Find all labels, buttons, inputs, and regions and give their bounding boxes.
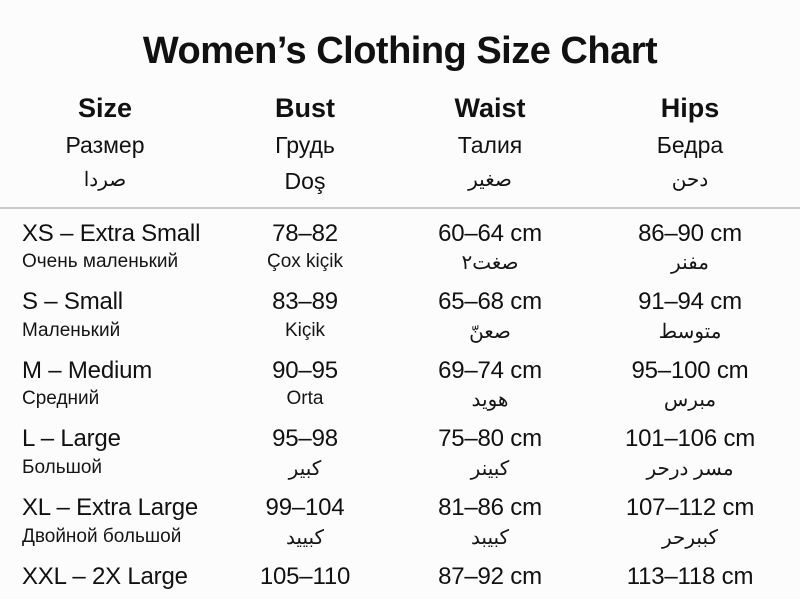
- table-row-l: L – Large Большой 95–98 كبير 75–80 cm كب…: [0, 418, 800, 487]
- waist-value: 60–64 cm: [438, 219, 542, 247]
- hips-sublabel: مفنر: [671, 252, 709, 275]
- waist-sublabel: كبينر: [470, 457, 510, 480]
- size-label: XS – Extra Small: [22, 219, 201, 247]
- column-header-bust: Bust Грудь Doş: [210, 92, 400, 197]
- bust-sublabel: Orta: [286, 388, 324, 410]
- size-cell: L – Large Большой: [0, 425, 210, 481]
- header-label-hips: Hips: [660, 92, 720, 123]
- hips-value: 107–112 cm: [625, 493, 755, 521]
- bust-cell: 78–82 Çox kiçik: [210, 220, 400, 276]
- size-label: XL – Extra Large: [22, 493, 199, 521]
- hips-cell: 91–94 cm متوسط: [580, 288, 800, 344]
- size-cell: M – Medium Средний: [0, 357, 210, 413]
- hips-cell: 113–118 cm: [580, 563, 800, 591]
- size-label: L – Large: [22, 425, 121, 453]
- hips-sublabel: مبرس: [663, 389, 717, 412]
- hips-value: 91–94 cm: [638, 288, 742, 316]
- bust-value: 90–95: [272, 356, 338, 384]
- column-header-waist: Waist Талия صغير: [400, 92, 580, 197]
- waist-cell: 75–80 cm كبينر: [400, 425, 580, 481]
- bust-cell: 95–98 كبير: [210, 425, 400, 481]
- size-sublabel: Очень маленький: [22, 251, 179, 273]
- size-cell: S – Small Маленький: [0, 288, 210, 344]
- waist-value: 81–86 cm: [438, 493, 542, 521]
- bust-value: 99–104: [265, 493, 345, 521]
- hips-value: 86–90 cm: [638, 219, 742, 247]
- size-label: XXL – 2X Large: [22, 562, 188, 590]
- header-sub-ru-waist: Талия: [457, 131, 523, 158]
- bust-cell: 83–89 Kiçik: [210, 288, 400, 344]
- waist-cell: 81–86 cm كبيبد: [400, 494, 580, 550]
- waist-cell: 69–74 cm هويد: [400, 357, 580, 413]
- header-sub-ru-bust: Грудь: [275, 131, 335, 158]
- waist-sublabel: هويد: [471, 389, 509, 412]
- waist-cell: 60–64 cm صغت٢: [400, 220, 580, 276]
- size-cell: XS – Extra Small Очень маленький: [0, 220, 210, 276]
- hips-sublabel: متوسط: [658, 320, 722, 343]
- hips-cell: 86–90 cm مفنر: [580, 220, 800, 276]
- size-sublabel: Большой: [22, 456, 103, 478]
- hips-cell: 107–112 cm كببرحر: [580, 494, 800, 550]
- header-sub-alt-hips: دحن: [671, 168, 709, 191]
- hips-sublabel: مسر درحر: [646, 457, 734, 480]
- table-row-xxl: XXL – 2X Large 105–110 87–92 cm 113–118 …: [0, 556, 800, 597]
- hips-value: 95–100 cm: [631, 356, 749, 384]
- hips-value: 113–118 cm: [626, 562, 754, 590]
- waist-cell: 65–68 cm صعنّ: [400, 288, 580, 344]
- table-row-xs: XS – Extra Small Очень маленький 78–82 Ç…: [0, 213, 800, 282]
- header-label-waist: Waist: [454, 92, 526, 123]
- page-title: Women’s Clothing Size Chart: [142, 30, 658, 72]
- size-cell: XL – Extra Large Двойной большой: [0, 494, 210, 550]
- bust-sublabel: Kiçik: [284, 319, 326, 341]
- header-sub-alt-bust: Doş: [284, 167, 326, 194]
- bust-cell: 99–104 كبييد: [210, 494, 400, 550]
- bust-cell: 105–110: [210, 563, 400, 591]
- waist-value: 87–92 cm: [438, 562, 542, 590]
- column-header-hips: Hips Бедра دحن: [580, 92, 800, 197]
- size-sublabel: Двойной большой: [22, 525, 182, 547]
- waist-value: 75–80 cm: [438, 425, 542, 453]
- table-row-s: S – Small Маленький 83–89 Kiçik 65–68 cm…: [0, 281, 800, 350]
- bust-value: 83–89: [272, 288, 338, 316]
- header-sub-alt-waist: صغير: [468, 168, 512, 191]
- column-header-size: Size Размер صردا: [0, 92, 210, 197]
- waist-value: 65–68 cm: [438, 288, 542, 316]
- header-label-size: Size: [77, 92, 133, 123]
- bust-value: 95–98: [272, 425, 338, 453]
- bust-cell: 90–95 Orta: [210, 357, 400, 413]
- hips-cell: 95–100 cm مبرس: [580, 357, 800, 413]
- waist-value: 69–74 cm: [438, 356, 542, 384]
- header-divider: [0, 206, 800, 209]
- table-row-xl: XL – Extra Large Двойной большой 99–104 …: [0, 487, 800, 556]
- waist-sublabel: صعنّ: [469, 320, 511, 343]
- size-sublabel: Средний: [22, 388, 100, 410]
- hips-value: 101–106 cm: [624, 425, 756, 453]
- table-header-row: Size Размер صردا Bust Грудь Doş Waist Та…: [0, 92, 800, 197]
- bust-value: 105–110: [259, 562, 351, 590]
- size-cell: XXL – 2X Large: [0, 563, 210, 591]
- size-label: S – Small: [22, 288, 123, 316]
- bust-sublabel: Çox kiçik: [266, 251, 343, 273]
- header-label-bust: Bust: [275, 92, 335, 123]
- header-sub-ru-hips: Бедра: [656, 131, 724, 158]
- size-label: M – Medium: [22, 356, 153, 384]
- bust-sublabel: كبير: [288, 457, 322, 480]
- hips-cell: 101–106 cm مسر درحر: [580, 425, 800, 481]
- waist-sublabel: صغت٢: [461, 252, 519, 275]
- header-sub-alt-size: صردا: [83, 168, 127, 191]
- header-sub-ru-size: Размер: [65, 131, 145, 158]
- waist-sublabel: كبيبد: [470, 526, 510, 549]
- bust-sublabel: كبييد: [285, 526, 325, 549]
- bust-value: 78–82: [272, 219, 338, 247]
- table-row-m: M – Medium Средний 90–95 Orta 69–74 cm ه…: [0, 350, 800, 419]
- waist-cell: 87–92 cm: [400, 563, 580, 591]
- size-sublabel: Маленький: [22, 319, 121, 341]
- hips-sublabel: كببرحر: [661, 526, 719, 549]
